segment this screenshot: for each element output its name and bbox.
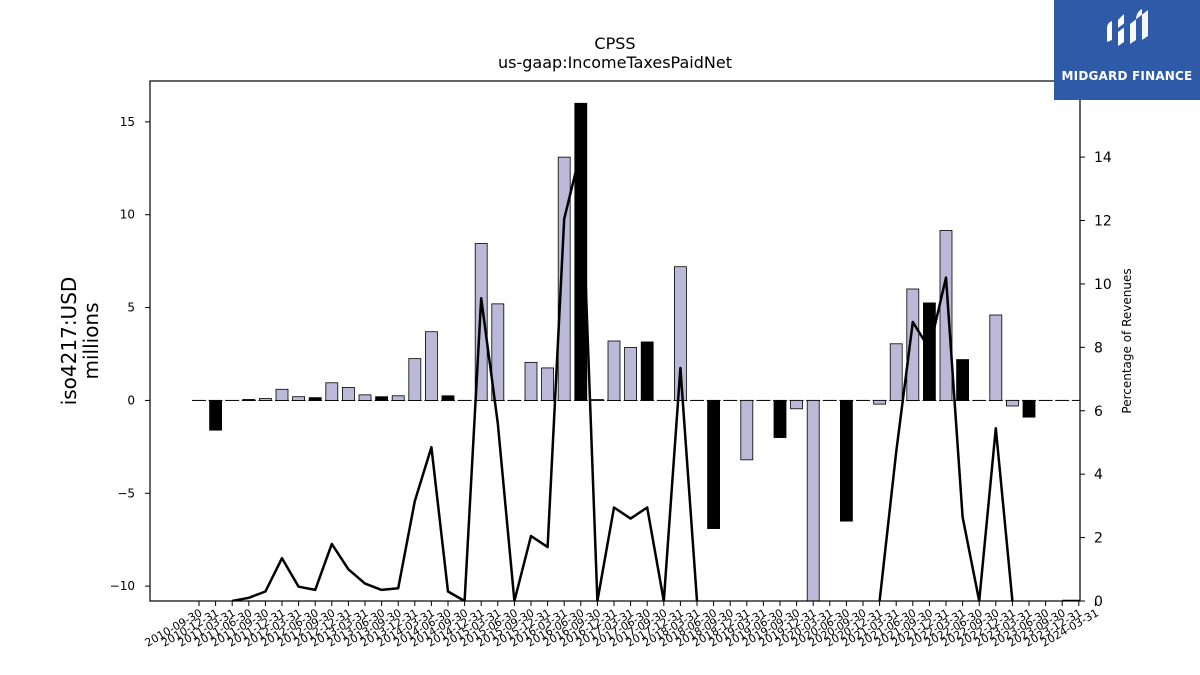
plot-frame — [149, 80, 1081, 602]
bar-2013-09-30 — [391, 395, 405, 401]
y-tick-label: −10 — [110, 579, 135, 593]
y-tick-label: 15 — [120, 115, 135, 129]
bar-2012-09-30 — [325, 382, 339, 401]
series-line-percentage — [231, 149, 1080, 601]
y2-tick-label: 14 — [1094, 150, 1112, 166]
bar-2019-09-30 — [790, 400, 803, 410]
y2-axis-label: Percentage of Revenues — [1120, 268, 1134, 413]
y-tick-label: −5 — [117, 486, 135, 500]
y2-tick-label: 8 — [1094, 340, 1103, 356]
chart-subtitle: us-gaap:IncomeTaxesPaidNet — [498, 53, 732, 72]
bar-2012-12-31 — [341, 387, 355, 401]
brand-name: MIDGARD FINANCE — [1061, 69, 1193, 83]
bar-2015-09-30 — [524, 361, 538, 401]
bar-2013-06-30 — [375, 396, 389, 401]
bar-2013-03-31 — [358, 394, 372, 401]
bar-2020-06-30 — [840, 400, 853, 522]
bar-2022-03-31 — [956, 359, 969, 401]
y2-tick-label: 6 — [1094, 404, 1103, 420]
bar-2016-06-30 — [574, 102, 588, 401]
bar-2021-03-31 — [889, 343, 903, 401]
bar-2019-06-30 — [773, 400, 787, 438]
bar-2015-03-31 — [491, 303, 505, 401]
midgard-logo-icon — [1107, 9, 1148, 46]
chart-title: CPSS — [594, 34, 635, 53]
y2-tick-label: 10 — [1094, 277, 1112, 293]
y-axis-label: iso4217:USDmillions — [57, 277, 103, 406]
bar-2022-12-31 — [1006, 400, 1019, 407]
bar-2011-09-30 — [258, 398, 272, 401]
bar-2011-06-30 — [242, 399, 256, 401]
bar-2016-03-31 — [557, 156, 571, 401]
y2-tick-label: 12 — [1094, 214, 1112, 230]
y-tick-label: 0 — [127, 393, 135, 407]
bar-2015-12-31 — [541, 367, 554, 401]
bar-2018-06-30 — [707, 400, 720, 529]
bar-2018-12-31 — [740, 400, 754, 461]
bar-2013-12-31 — [408, 358, 422, 401]
plot-area: −10−5051015024681012142010-09-302010-12-… — [110, 80, 1112, 650]
bar-2020-12-31 — [873, 400, 886, 405]
bar-2017-03-31 — [624, 347, 637, 401]
bar-2012-06-30 — [308, 397, 322, 401]
bar-2016-09-30 — [591, 399, 604, 401]
plot-marks — [192, 102, 1080, 601]
bar-2014-03-31 — [424, 331, 438, 401]
bar-2011-12-31 — [275, 388, 289, 401]
y2-tick-label: 4 — [1094, 467, 1103, 483]
bar-2021-06-30 — [906, 288, 920, 401]
bar-2017-12-31 — [674, 266, 687, 401]
bar-2022-09-30 — [989, 314, 1003, 401]
bar-2010-12-31 — [209, 400, 223, 431]
bar-2019-12-31 — [806, 400, 820, 601]
bar-2012-03-31 — [292, 396, 306, 401]
bar-2016-12-31 — [607, 340, 621, 401]
y2-tick-label: 0 — [1094, 594, 1103, 610]
y-tick-label: 10 — [120, 208, 135, 222]
bar-2014-06-30 — [441, 395, 455, 401]
bar-2021-12-31 — [939, 230, 953, 401]
brand-badge: MIDGARD FINANCE — [1054, 0, 1200, 100]
bar-2017-06-30 — [640, 341, 654, 401]
bar-2023-03-31 — [1022, 400, 1036, 418]
y-tick-label: 5 — [127, 301, 135, 315]
bar-2021-09-30 — [923, 302, 936, 401]
y2-tick-label: 2 — [1094, 531, 1103, 547]
